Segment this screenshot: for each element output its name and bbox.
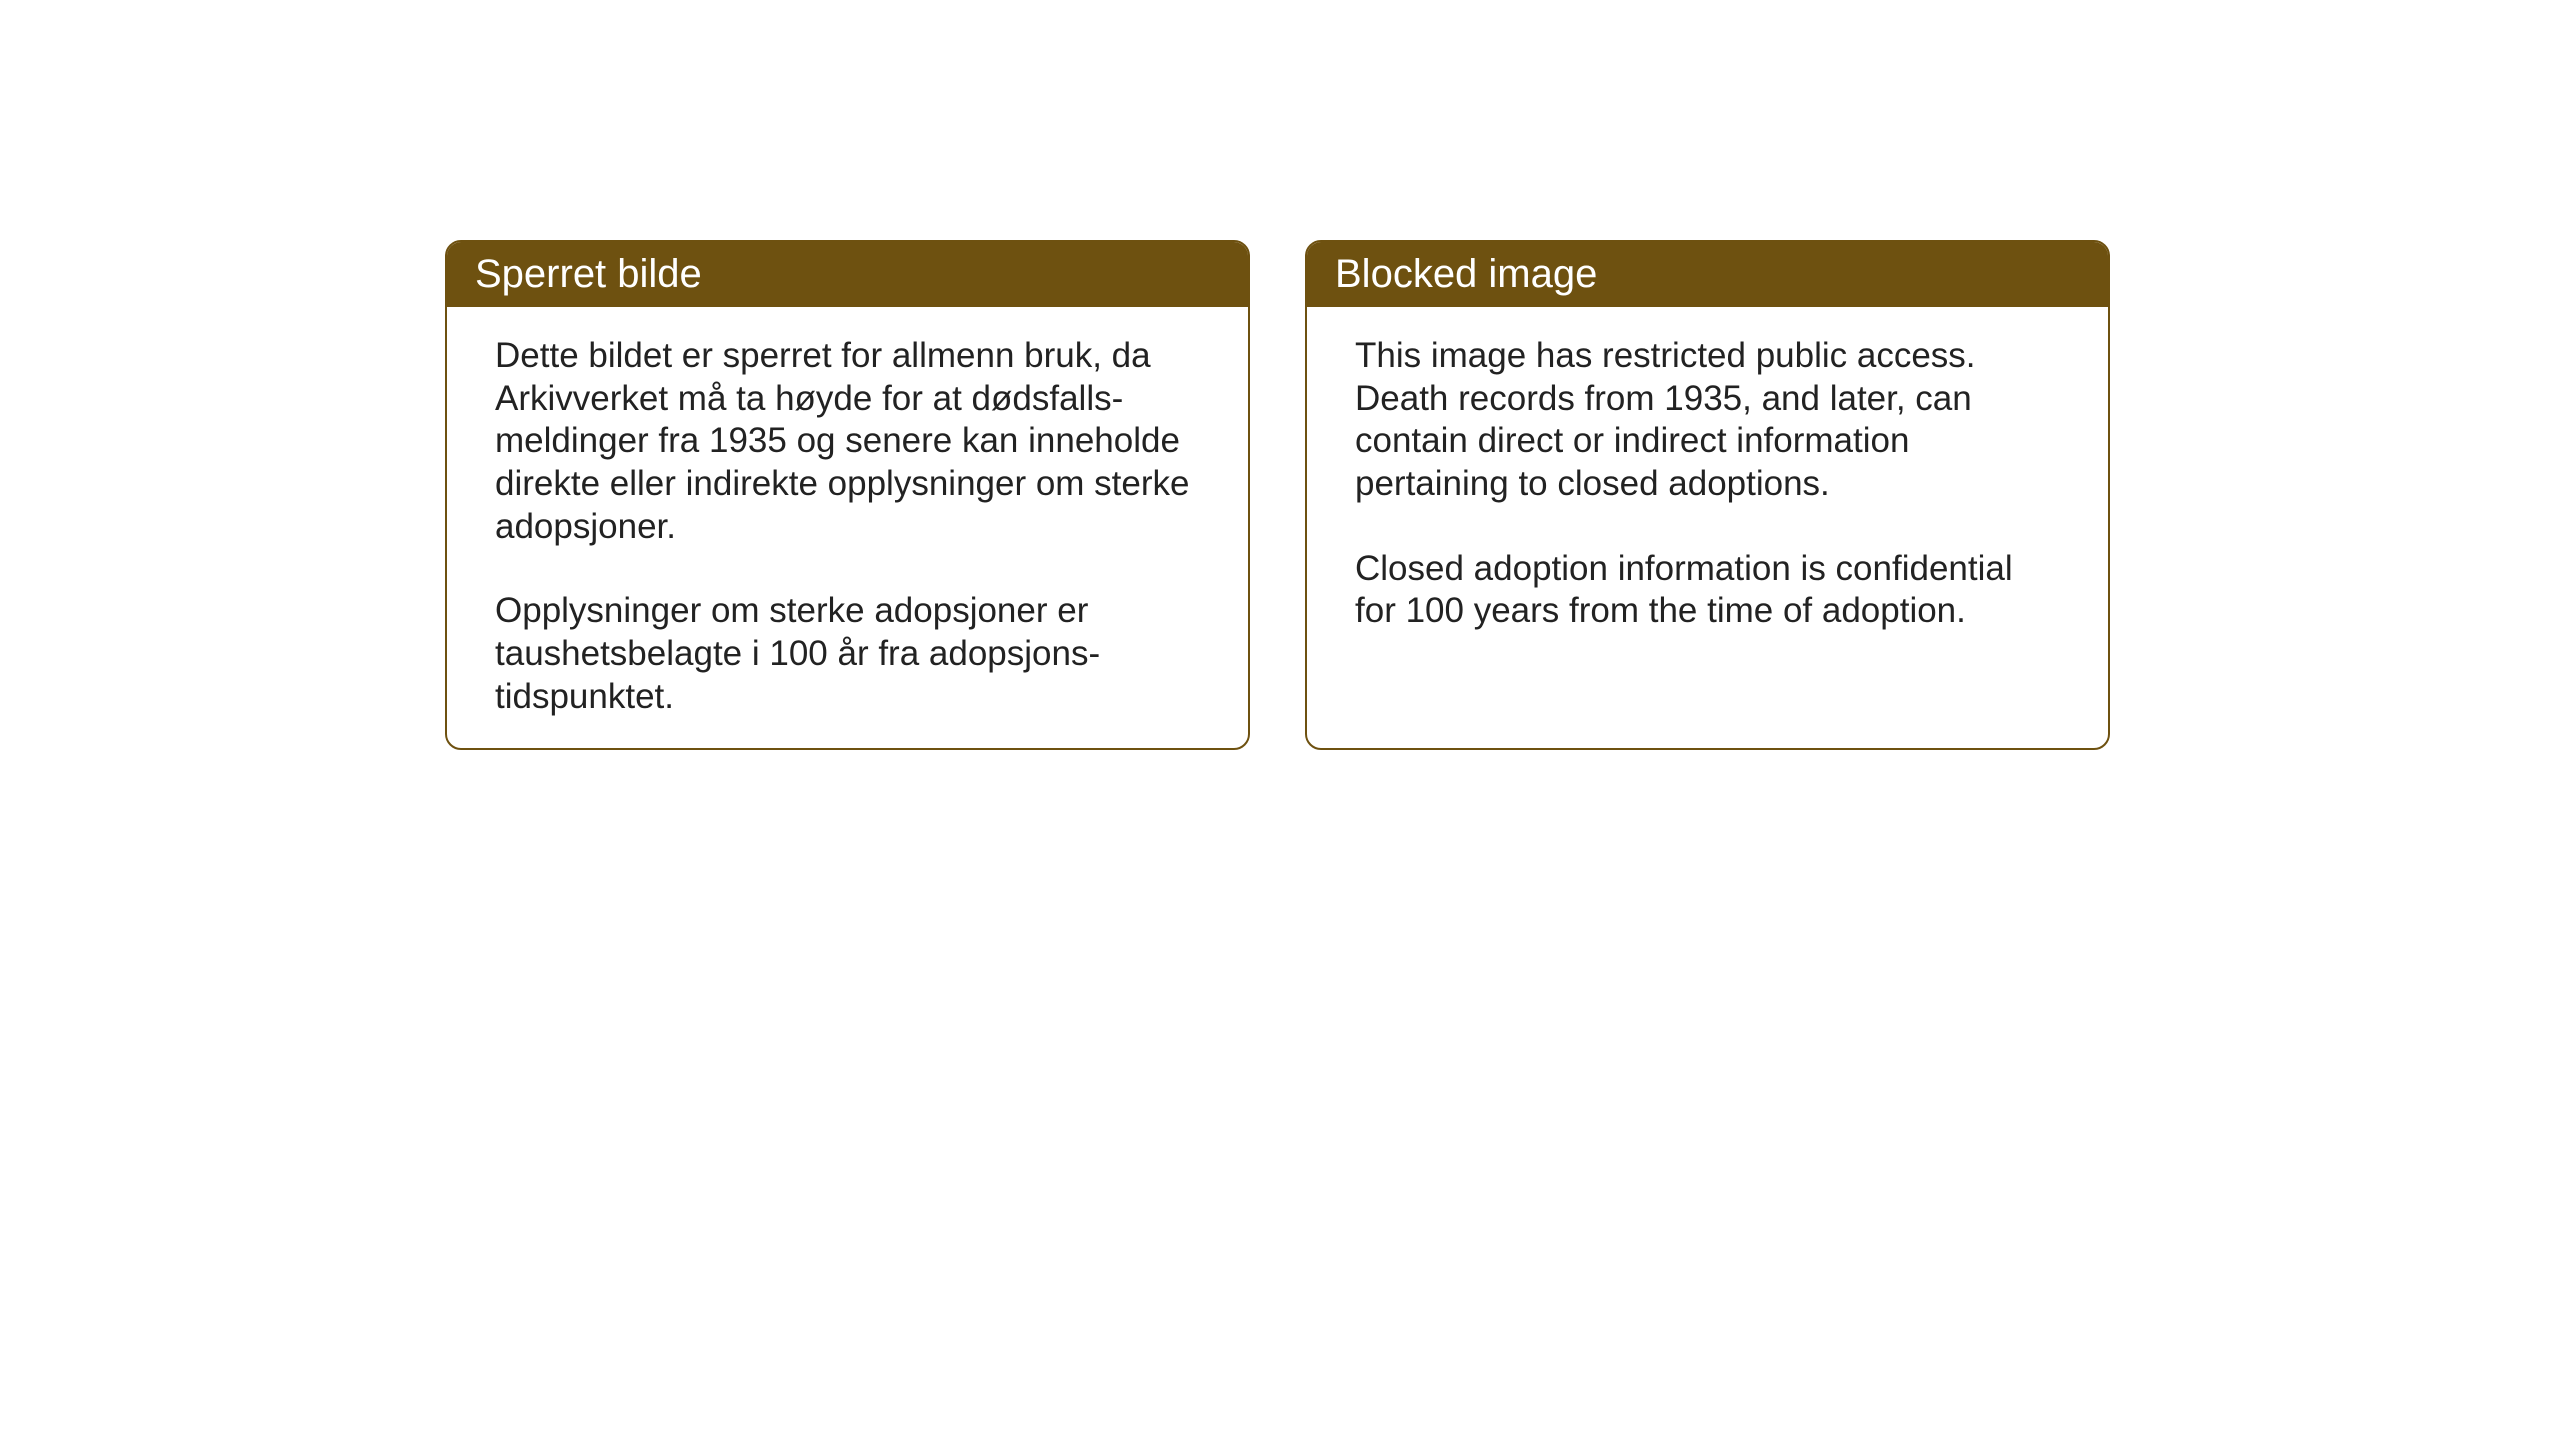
card-title-norwegian: Sperret bilde bbox=[475, 252, 702, 296]
cards-container: Sperret bilde Dette bildet er sperret fo… bbox=[445, 240, 2110, 750]
card-header-norwegian: Sperret bilde bbox=[447, 242, 1248, 307]
card-paragraph-2-norwegian: Opplysninger om sterke adopsjoner er tau… bbox=[495, 590, 1200, 718]
card-paragraph-2-english: Closed adoption information is confident… bbox=[1355, 548, 2060, 633]
card-english: Blocked image This image has restricted … bbox=[1305, 240, 2110, 750]
card-paragraph-1-english: This image has restricted public access.… bbox=[1355, 335, 2060, 506]
card-body-norwegian: Dette bildet er sperret for allmenn bruk… bbox=[447, 307, 1248, 750]
card-norwegian: Sperret bilde Dette bildet er sperret fo… bbox=[445, 240, 1250, 750]
card-paragraph-1-norwegian: Dette bildet er sperret for allmenn bruk… bbox=[495, 335, 1200, 548]
card-header-english: Blocked image bbox=[1307, 242, 2108, 307]
card-body-english: This image has restricted public access.… bbox=[1307, 307, 2108, 673]
card-title-english: Blocked image bbox=[1335, 252, 1597, 296]
